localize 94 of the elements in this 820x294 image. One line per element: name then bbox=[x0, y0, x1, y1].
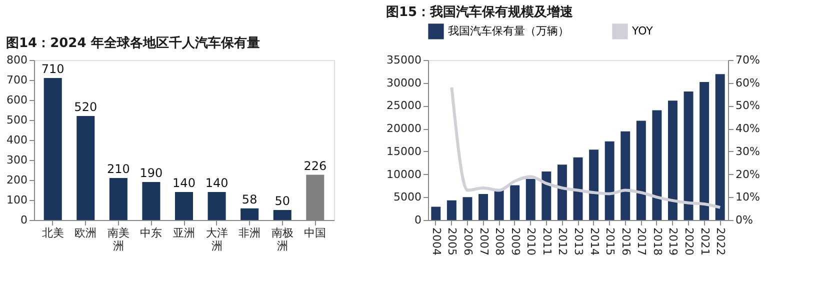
x-tick-label: 2009 bbox=[508, 228, 522, 256]
bar bbox=[431, 206, 441, 220]
bar bbox=[462, 197, 472, 220]
bar bbox=[542, 172, 552, 220]
data-label: 140 bbox=[172, 176, 196, 190]
x-tick-label: 2007 bbox=[477, 228, 490, 256]
y-tick-label: 600 bbox=[6, 94, 28, 106]
bar bbox=[668, 100, 678, 220]
x-tick-label: 2005 bbox=[446, 228, 459, 256]
y2-tick-label: 20% bbox=[736, 168, 760, 181]
x-tick-label: 南美洲 bbox=[107, 226, 130, 252]
y2-tick-label: 10% bbox=[736, 190, 760, 204]
chart-title: 图15：我国汽车保有规模及增速 bbox=[386, 4, 574, 20]
x-tick-label: 2006 bbox=[461, 228, 474, 256]
legend-label: 我国汽车保有量（万辆） bbox=[448, 24, 569, 38]
y-tick-label: 800 bbox=[6, 54, 28, 66]
y-tick-label: 200 bbox=[6, 174, 28, 186]
x-tick-label: 欧洲 bbox=[74, 226, 97, 240]
x-tick-label: 2021 bbox=[698, 228, 712, 256]
bar bbox=[526, 178, 536, 220]
data-label: 140 bbox=[205, 176, 228, 190]
y-tick-label: 400 bbox=[6, 134, 28, 146]
y-tick-label: 10000 bbox=[386, 168, 422, 181]
bar bbox=[604, 141, 614, 220]
x-tick-label: 2011 bbox=[540, 228, 554, 256]
data-label: 58 bbox=[242, 192, 258, 206]
bar bbox=[652, 110, 662, 220]
y2-tick-label: 70% bbox=[736, 54, 760, 66]
x-tick-label: 2010 bbox=[524, 228, 538, 256]
x-tick-label: 2022 bbox=[714, 228, 728, 256]
bar bbox=[700, 82, 710, 220]
y2-tick-label: 60% bbox=[736, 76, 760, 90]
y2-tick-label: 50% bbox=[736, 99, 760, 112]
data-label: 710 bbox=[41, 62, 64, 76]
data-label: 520 bbox=[74, 100, 98, 114]
bar bbox=[557, 164, 567, 220]
data-label: 190 bbox=[140, 166, 163, 180]
y-tick-label: 300 bbox=[6, 154, 28, 166]
y-tick-label: 20000 bbox=[386, 122, 422, 136]
bar bbox=[174, 192, 194, 220]
x-tick-label: 2012 bbox=[556, 228, 570, 256]
chart-title: 图14：2024 年全球各地区千人汽车保有量 bbox=[6, 35, 260, 51]
y2-tick-label: 30% bbox=[736, 144, 760, 158]
bar bbox=[273, 210, 292, 220]
x-tick-label: 中东 bbox=[140, 226, 162, 240]
x-tick-label: 2018 bbox=[650, 228, 664, 256]
y-tick-label: 35000 bbox=[386, 54, 422, 66]
bar bbox=[240, 208, 259, 220]
x-tick-label: 中国 bbox=[304, 226, 326, 240]
bar bbox=[494, 190, 504, 220]
y-tick-label: 25000 bbox=[386, 99, 422, 112]
y2-tick-label: 0% bbox=[736, 214, 753, 226]
y2-tick-label: 40% bbox=[736, 122, 760, 136]
bar bbox=[715, 74, 725, 220]
x-tick-label: 2019 bbox=[666, 228, 680, 256]
x-tick-label: 非洲 bbox=[238, 226, 261, 240]
bar bbox=[446, 200, 456, 220]
x-tick-label: 大洋洲 bbox=[206, 226, 228, 252]
bar bbox=[636, 120, 646, 220]
bar bbox=[109, 178, 128, 220]
data-label: 210 bbox=[106, 162, 130, 176]
bar bbox=[76, 116, 95, 220]
y-tick-label: 0 bbox=[20, 214, 28, 226]
y-tick-label: 700 bbox=[6, 74, 28, 86]
bar bbox=[684, 92, 694, 220]
x-tick-label: 2004 bbox=[430, 228, 443, 256]
data-label: 50 bbox=[274, 194, 290, 208]
x-tick-label: 2020 bbox=[682, 228, 696, 256]
x-tick-label: 2008 bbox=[493, 228, 506, 256]
bar bbox=[620, 131, 630, 220]
y-tick-label: 0 bbox=[414, 214, 422, 226]
bar bbox=[589, 150, 599, 220]
x-tick-label: 亚洲 bbox=[173, 226, 195, 240]
x-tick-label: 北美 bbox=[42, 226, 64, 240]
data-label: 226 bbox=[304, 158, 327, 173]
bar bbox=[573, 157, 583, 220]
x-tick-label: 南极洲 bbox=[271, 226, 294, 252]
bar bbox=[142, 182, 160, 220]
y-tick-label: 15000 bbox=[386, 144, 422, 158]
x-tick-label: 2017 bbox=[635, 228, 648, 256]
bar bbox=[478, 194, 488, 220]
bar bbox=[44, 78, 62, 220]
x-tick-label: 2014 bbox=[588, 228, 601, 256]
y-tick-label: 500 bbox=[6, 114, 28, 126]
x-tick-label: 2016 bbox=[619, 228, 632, 256]
x-tick-label: 2015 bbox=[604, 228, 617, 256]
line-series bbox=[450, 86, 722, 209]
y-tick-label: 30000 bbox=[386, 76, 422, 90]
y-tick-label: 100 bbox=[6, 194, 28, 206]
x-tick-label: 2013 bbox=[572, 228, 585, 256]
bar bbox=[510, 185, 520, 220]
y-tick-label: 5000 bbox=[394, 190, 422, 204]
legend-label: YOY bbox=[631, 24, 654, 38]
bar bbox=[208, 192, 226, 220]
